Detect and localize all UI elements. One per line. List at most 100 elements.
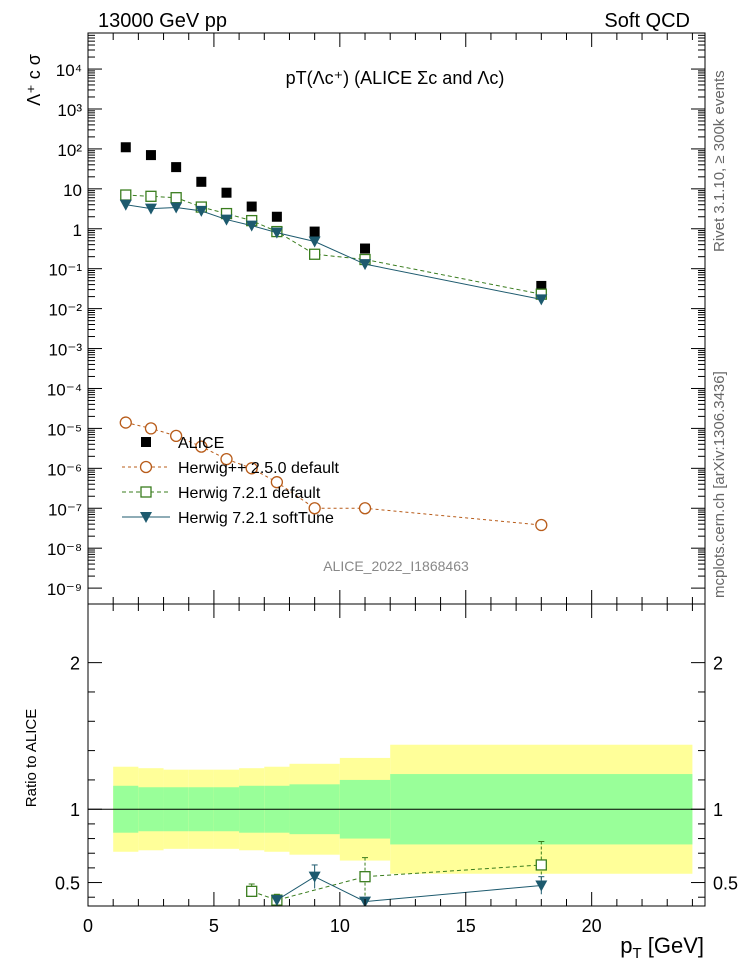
ratio-point [535, 859, 547, 871]
ratio-panel: 0.5 0.51 12 20 5 10 15 20 Ratio to ALICE pT [Ge… [23, 603, 738, 962]
rivet-label: Rivet 3.1.10, ≥ 300k events [711, 70, 728, 252]
y-tick-label: 10⁻⁶ [47, 460, 82, 479]
y-tick-label: 10⁻¹ [48, 261, 82, 280]
legend-item-herwig-7-2-1-softtune: Herwig 7.2.1 softTune [122, 510, 334, 527]
ratio-point [535, 880, 548, 892]
series-line-herwig-2-5-0-default [125, 422, 542, 526]
ratio-y-tick-label-right: 1 [713, 800, 723, 820]
ratio-point [246, 885, 258, 897]
legend-item-herwig-2-5-0-default: Herwig++ 2.5.0 default [122, 460, 340, 477]
data-point [221, 187, 232, 198]
y-tick-label: 10³ [57, 101, 82, 120]
main-y-axis-label: Λ⁺ c σ [24, 54, 44, 106]
ratio-y-tick-label-right: 0.5 [713, 874, 738, 894]
legend-label: Herwig++ 2.5.0 default [178, 460, 340, 477]
ratio-y-tick-label-right: 2 [713, 654, 723, 674]
data-point [170, 202, 183, 214]
legend-marker [141, 437, 151, 447]
series-herwig-7-2-1-softtune [119, 199, 548, 306]
data-point [535, 518, 548, 532]
ratio-axes: 0.5 0.51 12 20 5 10 15 20 [55, 604, 738, 936]
ratio-line [276, 876, 542, 903]
x-tick-label: 15 [456, 916, 476, 936]
x-tick-label: 10 [330, 916, 350, 936]
ratio-point [308, 871, 321, 883]
ratio-point [359, 871, 371, 883]
x-tick-label: 20 [582, 916, 602, 936]
y-tick-label: 10⁻³ [48, 341, 82, 360]
data-point [535, 294, 548, 306]
data-point [145, 190, 157, 202]
data-point [119, 199, 132, 211]
data-point [308, 236, 321, 248]
x-axis-label: pT [GeV] [620, 933, 704, 962]
data-point [196, 176, 207, 187]
series-alice [120, 142, 547, 291]
y-tick-label: 10⁻² [48, 301, 82, 320]
data-point [220, 214, 233, 226]
y-tick-label: 10² [57, 141, 82, 160]
data-point [120, 142, 131, 153]
main-data-layer [119, 142, 548, 532]
ratio-y-tick-label: 0.5 [55, 874, 80, 894]
data-point [309, 226, 320, 237]
ratio-series-herwig-7-2-1-softtune [270, 864, 548, 906]
data-point [169, 429, 183, 443]
data-point [195, 205, 208, 217]
y-tick-label: 10⁻⁴ [47, 380, 82, 399]
data-point [360, 243, 371, 254]
data-point [120, 189, 132, 201]
y-tick-label: 1 [73, 221, 82, 240]
data-point [536, 280, 547, 291]
legend-item-alice: ALICE [141, 435, 224, 452]
energy-label: 13000 GeV pp [98, 10, 227, 32]
x-tick-label: 5 [209, 916, 219, 936]
ratio-frame [87, 603, 706, 907]
legend: ALICE Herwig++ 2.5.0 default Herwig 7.2.1 … [122, 435, 340, 527]
ratio-y-axis-label: Ratio to ALICE [23, 709, 40, 807]
y-tick-label: 10⁻⁷ [48, 500, 82, 519]
y-tick-label: 10⁻⁹ [47, 580, 82, 599]
analysis-tag: ALICE_2022_I1868463 [323, 558, 469, 574]
data-point [358, 502, 372, 515]
main-axes: 10⁻⁹ 10⁻⁸ 10⁻⁷ 10⁻⁶ 10⁻⁵ 10⁻⁴ 10⁻³ 10⁻² 10⁻¹ 1 10 1… [47, 32, 705, 604]
data-point [359, 259, 372, 271]
legend-item-herwig-7-2-1-default: Herwig 7.2.1 default [122, 485, 321, 502]
ratio-point [270, 895, 283, 906]
legend-marker [140, 486, 152, 498]
y-tick-label: 10⁻⁸ [47, 540, 82, 559]
data-point [270, 227, 283, 239]
series-line-herwig-7-2-1-default [125, 194, 542, 295]
mcplots-label: mcplots.cern.ch [arXiv:1306.3436] [711, 371, 728, 598]
legend-label: ALICE [178, 435, 224, 452]
ratio-y-tick-label: 2 [70, 654, 80, 674]
data-point [271, 211, 282, 222]
data-point [270, 476, 284, 489]
data-point [309, 248, 321, 260]
series-line-herwig-7-2-1-softtune [125, 204, 542, 300]
ratio-line [251, 864, 542, 901]
data-point [308, 502, 321, 515]
legend-marker [140, 512, 152, 523]
chart-title: pT(Λc⁺) (ALICE Σc and Λc) [286, 68, 505, 88]
y-tick-label: 10⁻⁵ [47, 420, 82, 439]
x-tick-label: 0 [83, 916, 93, 936]
data-point [144, 203, 157, 215]
legend-marker [139, 460, 153, 474]
process-label: Soft QCD [604, 10, 690, 32]
data-point [220, 452, 233, 466]
y-tick-label: 10⁴ [56, 61, 82, 80]
legend-label: Herwig 7.2.1 default [178, 485, 321, 502]
data-point [119, 416, 132, 429]
data-point [171, 162, 182, 173]
y-tick-label: 10 [63, 181, 82, 200]
ratio-y-tick-label: 1 [70, 800, 80, 820]
series-herwig-7-2-1-default [120, 189, 547, 300]
data-point [144, 422, 158, 435]
legend-label: Herwig 7.2.1 softTune [178, 510, 334, 527]
data-point [195, 440, 208, 453]
data-point [245, 220, 258, 232]
data-point [245, 462, 258, 475]
ratio-series-herwig-7-2-1-default [246, 840, 547, 906]
